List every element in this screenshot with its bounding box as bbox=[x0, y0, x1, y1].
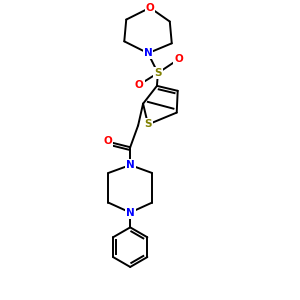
Text: S: S bbox=[154, 68, 162, 78]
Text: O: O bbox=[146, 3, 154, 13]
Text: S: S bbox=[144, 119, 152, 130]
Text: O: O bbox=[174, 54, 183, 64]
Text: N: N bbox=[144, 48, 152, 58]
Text: O: O bbox=[135, 80, 143, 90]
Text: O: O bbox=[103, 136, 112, 146]
Text: N: N bbox=[126, 208, 135, 218]
Text: N: N bbox=[126, 160, 135, 170]
